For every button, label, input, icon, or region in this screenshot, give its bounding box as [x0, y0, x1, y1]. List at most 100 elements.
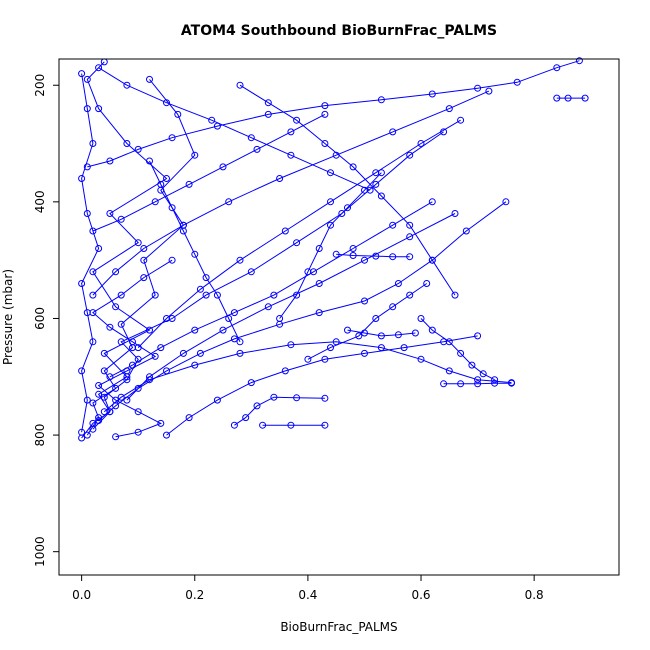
y-axis: 200 400 600 800 1000 — [33, 74, 60, 567]
data-point — [361, 297, 368, 305]
data-point — [157, 180, 165, 188]
data-point — [213, 291, 221, 299]
data-point — [112, 384, 120, 392]
data-point — [417, 140, 425, 147]
data-point — [95, 382, 103, 389]
data-point — [394, 331, 402, 339]
data-point — [78, 428, 86, 436]
data-point — [83, 210, 91, 217]
data-point — [236, 349, 244, 357]
data-point — [168, 256, 176, 264]
data-point — [315, 280, 323, 287]
data-point — [123, 396, 131, 404]
series-23 — [417, 315, 499, 384]
data-point — [225, 198, 233, 206]
data-point — [276, 175, 284, 182]
series-25 — [236, 81, 459, 299]
data-point — [95, 390, 103, 398]
data-point — [117, 291, 125, 299]
data-point — [281, 227, 289, 235]
data-point — [332, 250, 340, 258]
data-point — [406, 253, 414, 261]
series-line — [86, 79, 196, 436]
data-point — [129, 361, 136, 369]
data-point — [100, 393, 108, 401]
data-point — [553, 64, 561, 72]
data-point — [83, 431, 91, 439]
series-12 — [123, 210, 459, 404]
data-point — [321, 421, 329, 429]
x-axis-title: BioBurnFrac_PALMS — [280, 620, 397, 634]
series-6 — [440, 379, 515, 388]
series-line — [103, 341, 512, 413]
data-point — [83, 163, 91, 171]
chart-title: ATOM4 Southbound BioBurnFrac_PALMS — [181, 23, 497, 39]
series-10 — [78, 70, 103, 436]
data-point — [355, 332, 363, 340]
data-point — [411, 329, 419, 337]
series-26 — [276, 169, 385, 322]
data-point — [377, 192, 385, 200]
data-point — [445, 338, 453, 346]
y-tick-label: 800 — [33, 424, 47, 447]
data-point — [100, 408, 108, 416]
data-point — [372, 315, 380, 322]
data-point — [95, 105, 103, 113]
data-point — [327, 344, 334, 352]
data-point — [287, 341, 295, 349]
series-line — [81, 61, 168, 439]
data-point — [151, 198, 159, 206]
data-point — [377, 169, 385, 177]
data-point — [157, 344, 165, 352]
data-point — [491, 376, 499, 384]
data-point — [83, 309, 91, 317]
data-point — [349, 245, 357, 252]
data-point — [428, 326, 436, 334]
data-point — [100, 349, 108, 357]
data-point — [406, 291, 414, 299]
data-point — [89, 140, 97, 147]
data-point — [417, 355, 425, 363]
data-point — [315, 245, 323, 252]
series-13 — [134, 116, 465, 352]
data-point — [247, 134, 255, 142]
data-point — [344, 326, 351, 334]
data-point — [462, 227, 470, 235]
data-point — [196, 349, 204, 357]
plot-area — [78, 57, 589, 442]
data-point — [89, 338, 97, 346]
data-point — [168, 204, 176, 212]
series-line — [443, 382, 512, 385]
series-16 — [553, 94, 589, 102]
series-line — [109, 201, 433, 378]
data-point — [564, 94, 572, 102]
data-point — [202, 274, 210, 282]
data-point — [457, 349, 465, 357]
x-tick-label: 0.8 — [525, 588, 544, 602]
data-point — [129, 338, 136, 346]
series-20 — [304, 280, 431, 363]
data-point — [146, 157, 153, 165]
series-line — [149, 160, 241, 343]
data-point — [163, 315, 170, 322]
data-point — [78, 175, 86, 182]
data-point — [140, 274, 148, 282]
series-line — [81, 73, 100, 433]
data-point — [445, 105, 453, 113]
data-point — [327, 198, 334, 206]
data-point — [428, 198, 436, 206]
data-point — [440, 380, 448, 388]
data-point — [491, 379, 499, 387]
data-point — [502, 198, 510, 206]
data-point — [123, 140, 131, 147]
data-point — [146, 373, 153, 381]
data-point — [117, 215, 125, 223]
data-point — [406, 151, 414, 159]
data-point — [89, 425, 97, 433]
data-point — [219, 326, 227, 334]
data-point — [457, 380, 465, 388]
data-point — [230, 309, 238, 317]
data-point — [174, 110, 182, 118]
series-line — [307, 283, 427, 360]
data-point — [83, 396, 91, 404]
